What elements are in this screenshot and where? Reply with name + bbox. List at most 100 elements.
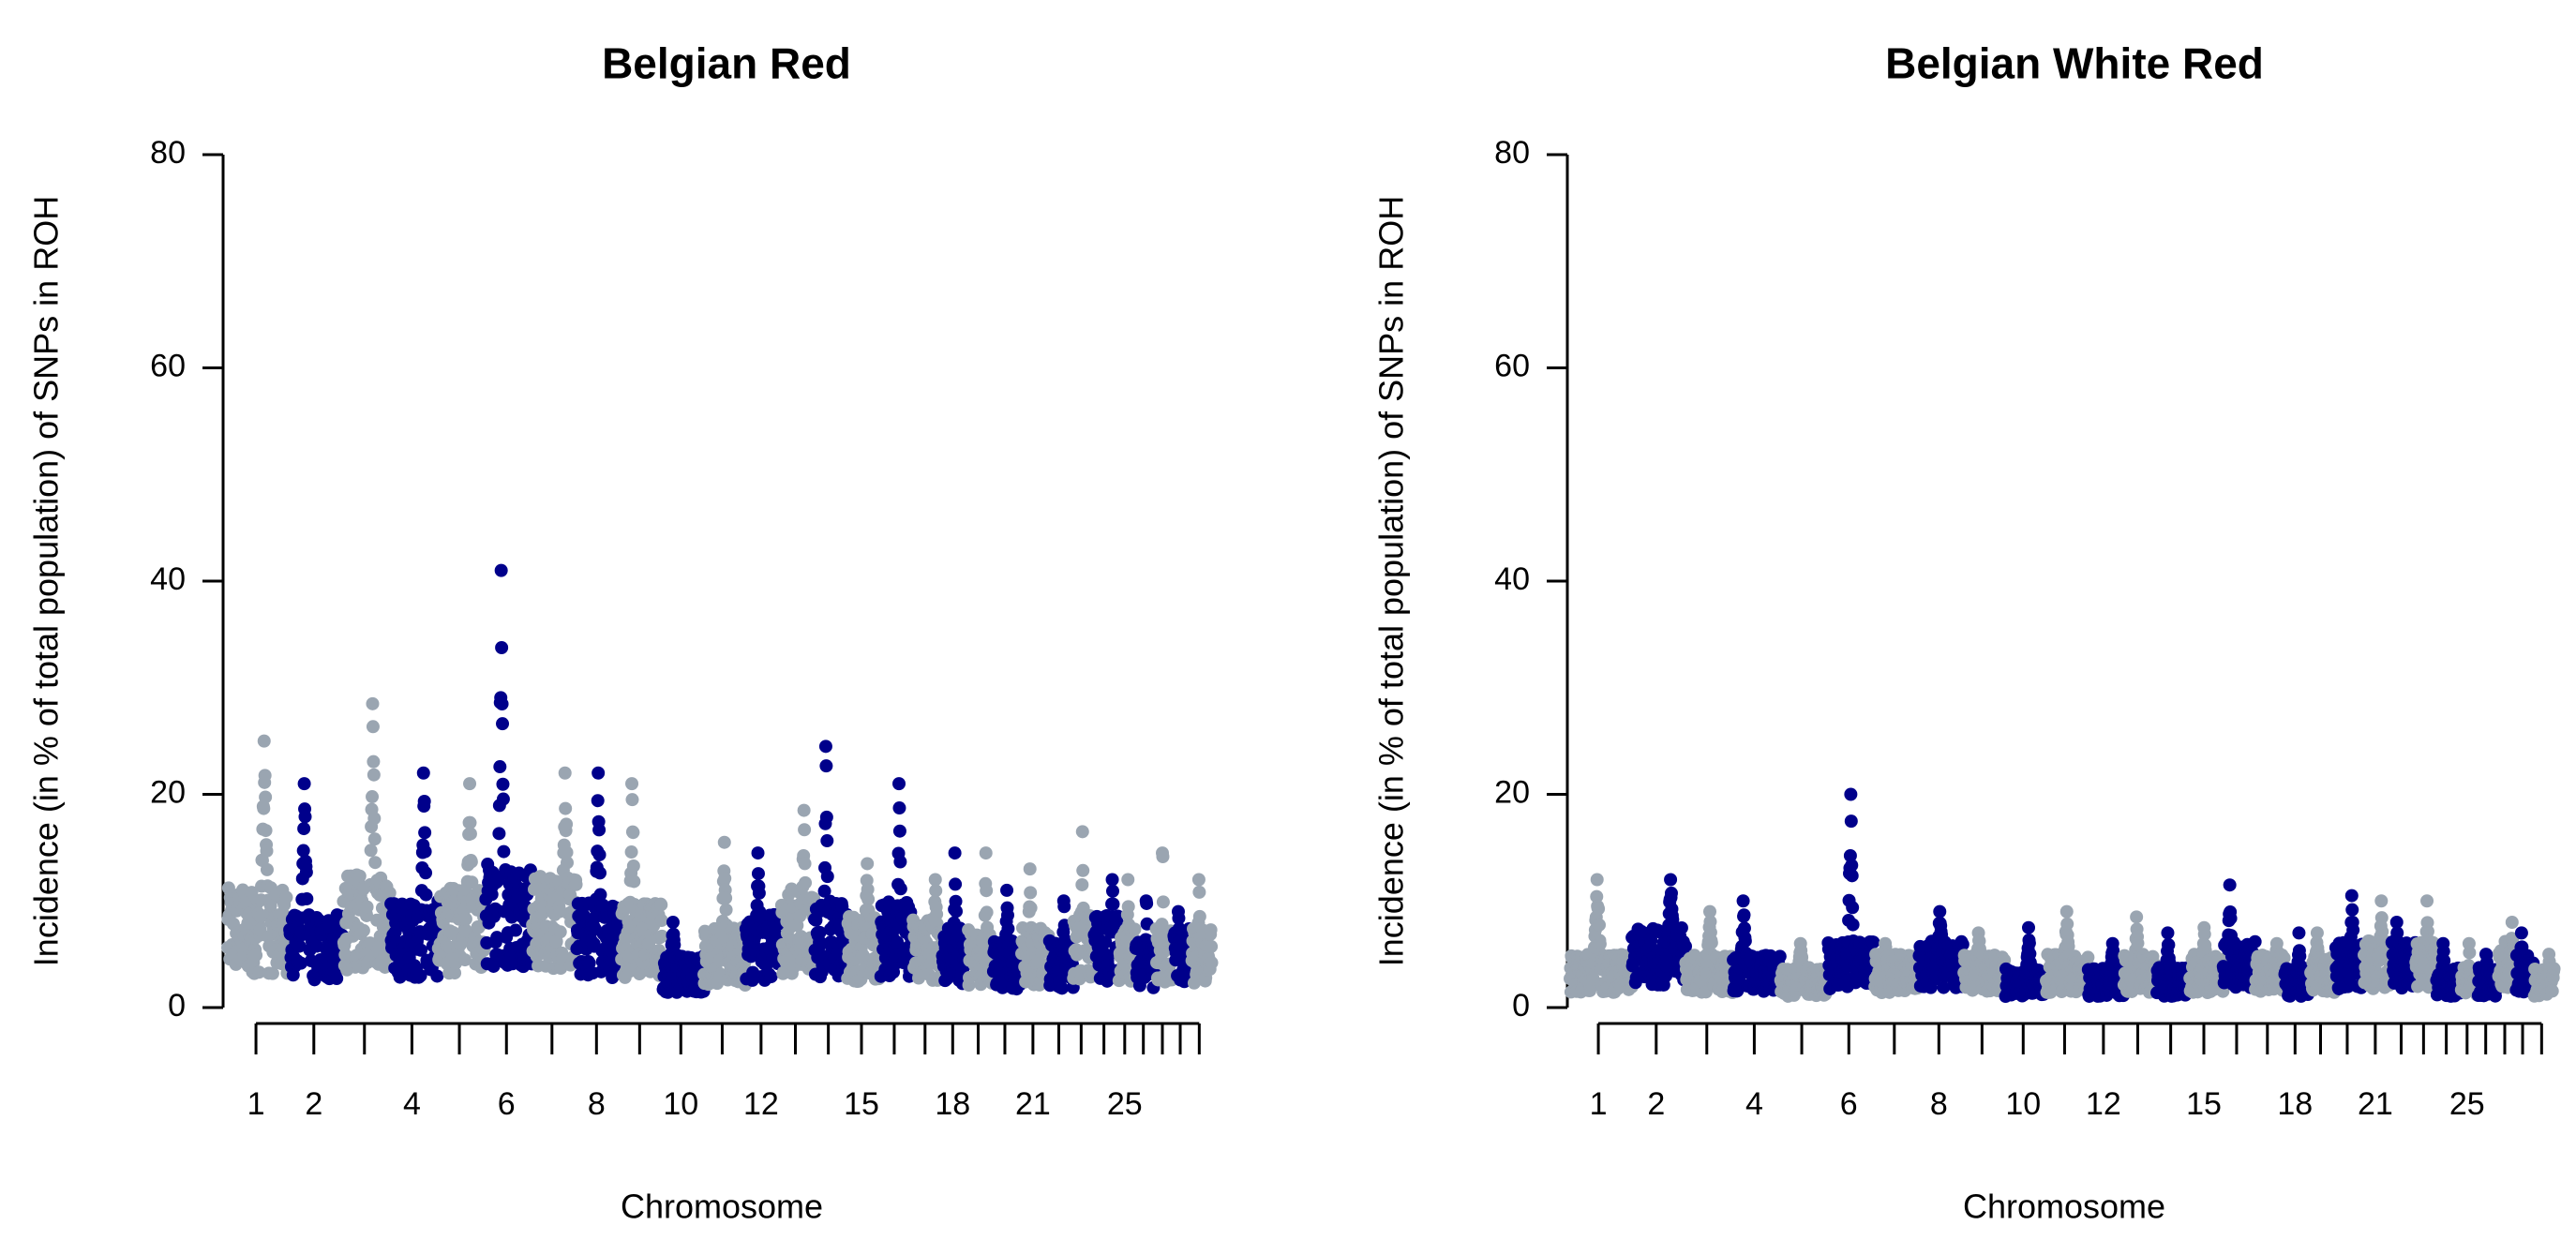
snp-point [366, 696, 380, 710]
snp-point [494, 563, 508, 577]
snp-point [297, 822, 311, 836]
snp-point [1000, 908, 1014, 922]
snp-point [497, 844, 511, 859]
snp-point [1106, 897, 1120, 911]
snp-point [560, 817, 574, 831]
snp-point [414, 943, 428, 957]
x-tick-label: 12 [743, 1086, 779, 1122]
snp-point [1773, 949, 1787, 964]
snp-point [446, 925, 460, 939]
snp-point [360, 900, 374, 914]
snp-point [625, 793, 639, 807]
snp-point [751, 867, 765, 881]
snp-point [813, 925, 827, 939]
snp-point [1076, 863, 1090, 877]
x-tick-label: 10 [663, 1086, 698, 1122]
snp-point [1664, 873, 1678, 887]
snp-point [260, 862, 274, 876]
snp-point [298, 810, 312, 824]
y-tick-label: 40 [150, 561, 186, 597]
snp-point [2223, 878, 2237, 892]
snp-point [1000, 883, 1014, 897]
x-tick-label: 6 [498, 1086, 516, 1122]
snp-point [929, 884, 943, 898]
x-tick-label: 1 [1590, 1086, 1608, 1122]
snp-point [624, 845, 638, 859]
snp-point [366, 790, 380, 804]
snp-point [666, 916, 680, 929]
snp-point [2420, 894, 2434, 908]
snp-point [1156, 895, 1170, 909]
snp-point [293, 956, 307, 970]
snp-point [2022, 920, 2036, 934]
snp-point [297, 777, 311, 791]
snp-point [2547, 962, 2561, 976]
snp-point [2344, 889, 2359, 903]
snp-point [1075, 877, 1089, 891]
snp-point [1846, 901, 1860, 915]
snp-point [1704, 935, 1718, 949]
x-tick-label: 8 [588, 1086, 606, 1122]
snp-point [249, 949, 263, 963]
snp-point [1075, 825, 1089, 839]
snp-point [221, 881, 235, 895]
snp-point [979, 846, 993, 860]
snp-point [356, 923, 370, 937]
snp-point [819, 759, 833, 773]
snp-point [448, 966, 462, 980]
snp-point [1674, 920, 1688, 934]
snp-point [265, 966, 279, 980]
snp-point [1736, 894, 1750, 908]
snp-point [418, 826, 432, 840]
x-axis-label: Chromosome [1963, 1188, 2165, 1226]
snp-point [893, 855, 907, 869]
snp-point [2346, 923, 2360, 937]
snp-point [1845, 869, 1859, 883]
snp-point [368, 856, 382, 870]
snp-point [627, 874, 641, 889]
snp-point [553, 925, 567, 939]
snp-point [300, 891, 314, 905]
snp-point [717, 835, 731, 849]
snp-point [948, 846, 962, 860]
snp-point [382, 886, 397, 900]
x-tick-label: 25 [1107, 1086, 1143, 1122]
snp-point [1023, 862, 1037, 876]
snp-point [752, 886, 766, 900]
snp-point [1192, 885, 1206, 899]
snp-point [559, 801, 573, 815]
snp-point [1024, 901, 1038, 915]
snp-point [949, 904, 963, 919]
snp-point [1955, 937, 1969, 951]
snp-point [419, 866, 433, 880]
snp-point [861, 882, 875, 896]
snp-point [2463, 946, 2477, 960]
snp-point [592, 766, 606, 780]
x-tick-label: 25 [2449, 1086, 2485, 1122]
snp-point [366, 720, 380, 734]
snp-point [626, 859, 640, 873]
snp-point [259, 824, 273, 838]
snp-point [593, 888, 607, 902]
snp-point [330, 972, 344, 986]
snp-point [2505, 916, 2519, 929]
snp-point [1933, 904, 1947, 919]
snp-point [820, 834, 834, 848]
snp-point [1156, 850, 1170, 864]
snp-point [592, 847, 607, 861]
x-tick-label: 8 [1930, 1086, 1948, 1122]
snp-point [817, 884, 831, 898]
snp-point [558, 766, 572, 780]
snp-point [861, 892, 876, 906]
snp-point [592, 823, 607, 837]
snp-point [367, 812, 382, 826]
snp-point [1121, 900, 1135, 914]
snp-point [493, 760, 507, 774]
snp-point [352, 869, 367, 883]
snp-point [413, 969, 427, 983]
snp-point [2545, 984, 2559, 998]
snp-point [798, 857, 812, 871]
snp-point [367, 832, 382, 846]
